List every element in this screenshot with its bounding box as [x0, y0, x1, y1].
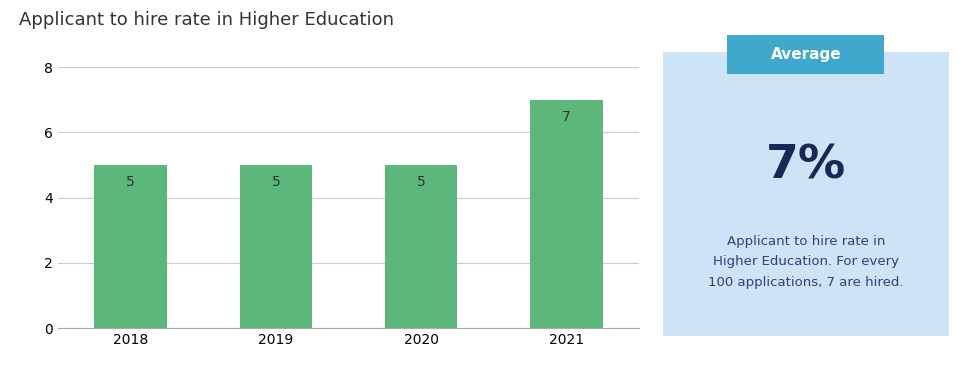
Text: 5: 5: [416, 175, 426, 189]
Text: Average: Average: [771, 47, 841, 62]
Text: 7: 7: [561, 110, 571, 123]
Bar: [95, 165, 166, 328]
Text: Applicant to hire rate in
Higher Education. For every
100 applications, 7 are hi: Applicant to hire rate in Higher Educati…: [709, 235, 903, 289]
Bar: [529, 100, 602, 328]
Bar: [384, 165, 457, 328]
Bar: [239, 165, 312, 328]
Text: Applicant to hire rate in Higher Education: Applicant to hire rate in Higher Educati…: [19, 11, 394, 29]
Text: 7%: 7%: [766, 143, 846, 188]
Text: 5: 5: [271, 175, 281, 189]
Text: 5: 5: [126, 175, 136, 189]
